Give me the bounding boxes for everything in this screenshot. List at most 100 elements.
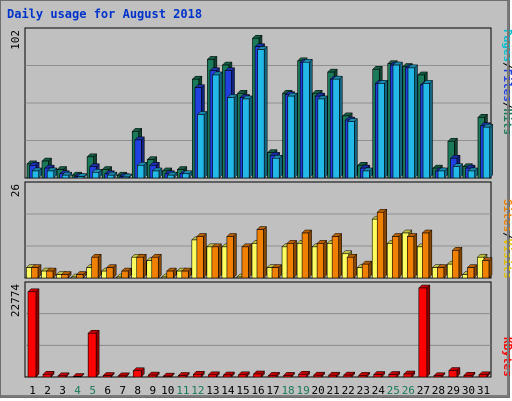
pages-bar — [318, 96, 328, 178]
pages-bar — [468, 168, 478, 178]
x-tick-label: 25 — [387, 384, 400, 397]
x-tick-label: 22 — [342, 384, 355, 397]
sites-bar — [167, 268, 177, 278]
sites-bar — [407, 233, 417, 278]
pages-bar — [47, 168, 57, 178]
sites-bar — [32, 265, 42, 278]
sites-bar — [227, 233, 237, 278]
legend-pages-files-hits-part: Pages — [501, 29, 512, 62]
sites-bar — [362, 261, 372, 278]
kbytes-bar — [28, 289, 39, 377]
sites-bar — [47, 268, 57, 278]
sites-bar — [332, 233, 342, 278]
pages-bar — [288, 93, 298, 178]
x-tick-label: 8 — [134, 384, 141, 397]
pages-bar — [363, 168, 373, 178]
pages-bar — [32, 168, 42, 178]
x-tick-label: 6 — [104, 384, 111, 397]
x-tick-label: 30 — [462, 384, 475, 397]
x-tick-label: 2 — [44, 384, 51, 397]
sites-bar — [272, 265, 282, 278]
sites-bar — [377, 209, 387, 278]
x-tick-label: 4 — [74, 384, 81, 397]
x-tick-label: 15 — [236, 384, 249, 397]
x-tick-label: 27 — [417, 384, 430, 397]
pages-bar — [333, 76, 343, 178]
x-tick-label: 14 — [221, 384, 235, 397]
pages-bar — [92, 169, 102, 178]
x-tick-label: 12 — [191, 384, 204, 397]
x-tick-label: 21 — [327, 384, 340, 397]
sites-bar — [422, 230, 432, 278]
pages-bar — [423, 80, 433, 178]
pages-bar — [393, 62, 403, 178]
kbytes-bar — [133, 368, 144, 377]
x-tick-label: 28 — [432, 384, 445, 397]
panel-1-ymax-label: 102 — [9, 30, 22, 50]
x-tick-label: 1 — [29, 384, 36, 397]
x-tick-label: 10 — [161, 384, 174, 397]
x-tick-label: 23 — [357, 384, 370, 397]
x-tick-label: 13 — [206, 384, 219, 397]
sites-bar — [392, 233, 402, 278]
sites-bar — [137, 254, 147, 278]
legend-pages-files-hits-part: Hits — [501, 109, 512, 136]
pages-bar — [137, 162, 147, 178]
sites-bar — [317, 240, 327, 278]
x-tick-label: 3 — [59, 384, 66, 397]
x-tick-label: 5 — [89, 384, 96, 397]
x-tick-label: 18 — [281, 384, 294, 397]
sites-bar — [152, 254, 162, 278]
sites-bar — [122, 268, 131, 278]
sites-bar — [347, 254, 357, 278]
panel-2-ymax-label: 26 — [9, 184, 22, 197]
sites-bar — [197, 233, 207, 278]
pages-bar — [348, 119, 358, 178]
x-tick-label: 31 — [477, 384, 490, 397]
x-tick-label: 19 — [296, 384, 309, 397]
x-tick-label: 7 — [119, 384, 126, 397]
kbytes-bar — [419, 285, 430, 377]
sites-bar — [482, 258, 492, 278]
x-tick-label: 20 — [312, 384, 325, 397]
kbytes-bar — [449, 368, 460, 377]
pages-bar — [213, 72, 223, 178]
sites-bar — [302, 230, 312, 278]
sites-bar — [287, 240, 297, 278]
pages-bar — [198, 111, 208, 178]
sites-bar — [107, 265, 117, 278]
sites-bar — [467, 265, 477, 278]
legend-kbytes-part: KBytes — [501, 337, 512, 377]
pages-bar — [483, 124, 493, 178]
legend-sites-visits-part: Sites — [501, 199, 512, 232]
sites-bar — [92, 254, 102, 278]
pages-bar — [453, 164, 463, 178]
x-tick-label: 17 — [266, 384, 279, 397]
x-tick-label: 16 — [251, 384, 264, 397]
x-tick-label: 11 — [176, 384, 189, 397]
pages-bar — [152, 168, 162, 178]
panel-3-ymax-label: 22774 — [9, 284, 22, 317]
pages-bar — [303, 59, 313, 178]
legend-sites-visits-part: Visits — [501, 239, 512, 279]
pages-bar — [258, 47, 268, 178]
sites-bar — [437, 265, 447, 278]
sites-bar — [242, 244, 252, 278]
x-tick-label: 29 — [447, 384, 460, 397]
x-tick-label: 24 — [372, 384, 386, 397]
legend-pages-files-hits-part: Files — [501, 69, 512, 102]
pages-bar — [438, 168, 448, 178]
legend-pages-files-hits: Pages/Files/Hits — [501, 29, 512, 135]
pages-bar — [228, 95, 238, 178]
pages-bar — [273, 155, 283, 178]
sites-bar — [212, 244, 222, 278]
sites-bar — [452, 247, 462, 278]
legend-kbytes: KBytes — [501, 337, 512, 377]
x-tick-label: 9 — [149, 384, 156, 397]
pages-bar — [243, 96, 253, 178]
sites-bar — [257, 227, 266, 278]
legend-sites-visits: Sites/Visits — [501, 199, 512, 279]
x-tick-label: 26 — [402, 384, 415, 397]
